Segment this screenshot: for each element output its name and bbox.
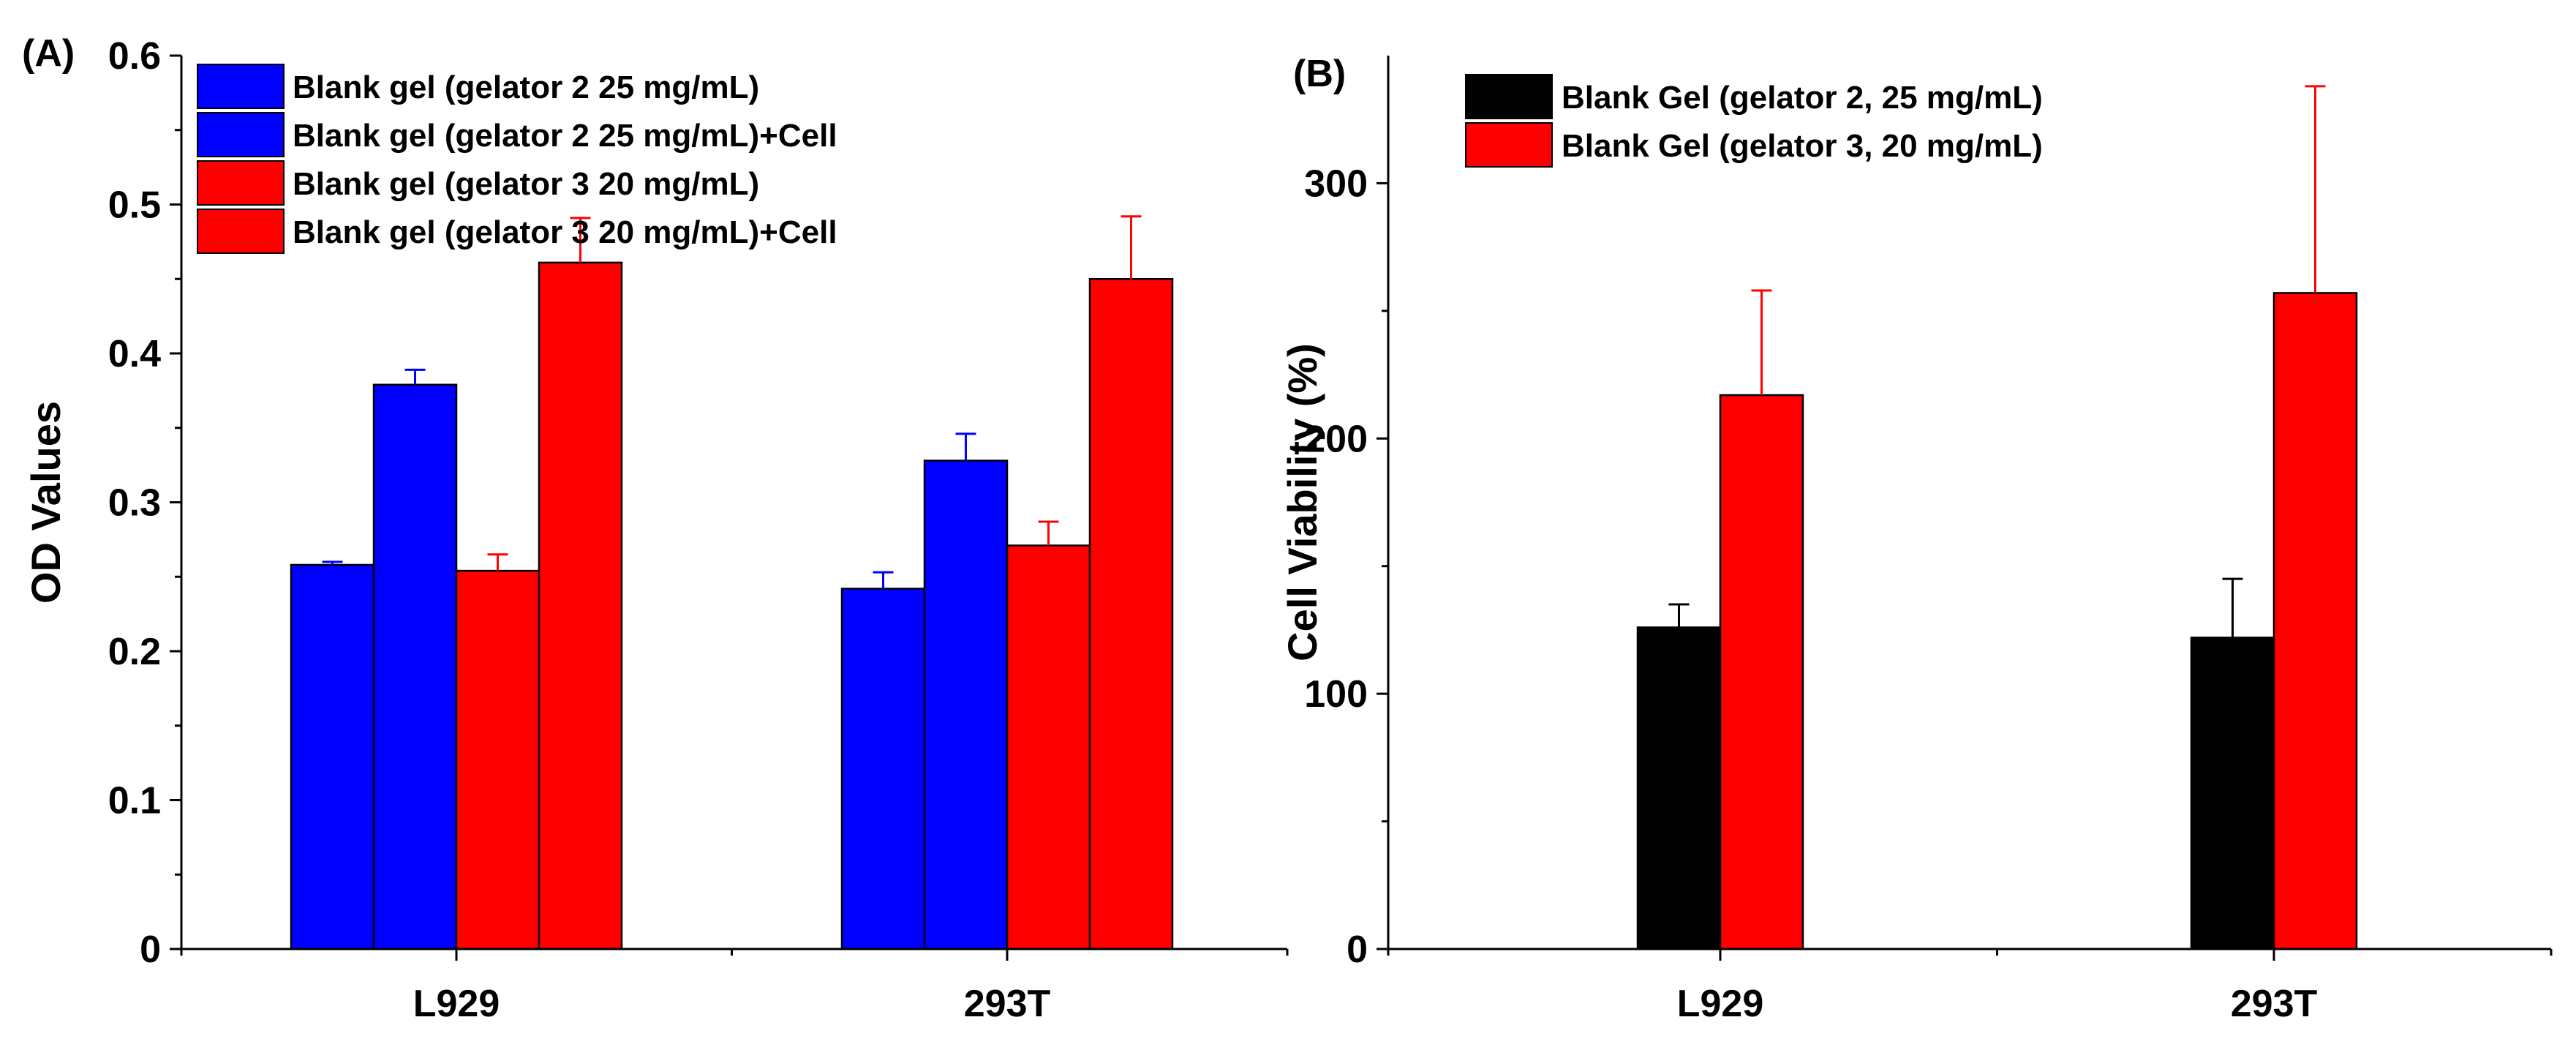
bar-0-1: [372, 383, 458, 950]
y-axis-title: Cell Viability (%): [1279, 343, 1325, 661]
chart-panel-b: 0 100 200 300 L929 293T Cell Viability (%) (B) B…: [1279, 53, 2553, 1025]
legend-label: Blank gel (gelator 2 25 mg/mL): [293, 70, 759, 105]
legend-label: Blank Gel (gelator 2, 25 mg/mL): [1562, 80, 2043, 116]
legend-label: Blank gel (gelator 3 20 mg/mL): [293, 166, 759, 202]
y-tick-label: 300: [1304, 162, 1368, 205]
bar-0-2: [455, 569, 541, 950]
bar-1-3: [1088, 278, 1174, 950]
legend-swatch: [197, 160, 285, 206]
y-tick-label: 0.4: [108, 333, 161, 375]
bar-1-0: [2190, 637, 2275, 950]
bar-1-1: [923, 460, 1009, 950]
legend-label: Blank Gel (gelator 3, 20 mg/mL): [1562, 128, 2043, 164]
y-tick-label: 0: [1347, 929, 1368, 971]
y-axis-title: OD Values: [23, 401, 69, 604]
bar-0-0: [290, 563, 375, 950]
y-tick-label: 200: [1304, 418, 1368, 460]
y-tick-label: 0.1: [108, 780, 161, 822]
legend-swatch: [197, 112, 285, 157]
x-tick-label: 293T: [2231, 983, 2318, 1025]
x-tick-label: L929: [413, 983, 500, 1025]
legend-swatch: [1465, 74, 1553, 119]
y-tick-label: 100: [1304, 673, 1368, 716]
y-tick-label: 0: [140, 929, 161, 971]
panel-label: (B): [1293, 53, 1346, 95]
legend-swatch: [197, 209, 285, 254]
legend-label: Blank gel (gelator 3 20 mg/mL)+Cell: [293, 214, 837, 250]
bar-0-3: [538, 261, 623, 950]
legend-swatch: [197, 64, 285, 109]
legend-label: Blank gel (gelator 2 25 mg/mL)+Cell: [293, 118, 837, 154]
bar-1-1: [2272, 292, 2358, 950]
y-tick-label: 0.6: [108, 35, 161, 78]
bar-1-2: [1006, 544, 1091, 950]
y-tick-label: 0.3: [108, 482, 161, 525]
chart-panel-a: 0 0.1 0.2 0.3 0.4 0.5 0.6 L929 293T OD Values (A) B…: [22, 32, 1289, 1025]
panel-label: (A): [22, 32, 75, 75]
x-tick-label: 293T: [964, 983, 1051, 1025]
bar-0-0: [1636, 626, 1722, 950]
y-tick-label: 0.5: [108, 184, 161, 227]
x-tick-label: L929: [1677, 983, 1764, 1025]
bar-1-0: [840, 588, 926, 950]
bar-0-1: [1719, 394, 1804, 950]
legend-swatch: [1465, 122, 1553, 168]
y-tick-label: 0.2: [108, 631, 161, 673]
